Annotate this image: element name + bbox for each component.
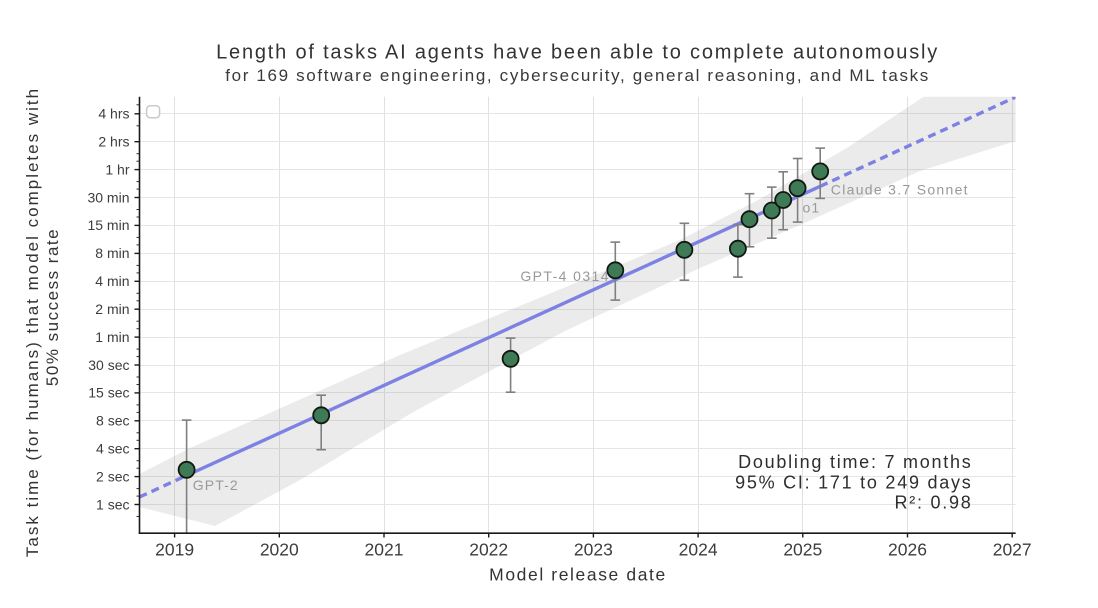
svg-text:2 sec: 2 sec: [96, 468, 129, 484]
svg-text:95% CI: 171 to 249 days: 95% CI: 171 to 249 days: [735, 472, 972, 492]
svg-text:2027: 2027: [993, 540, 1032, 560]
svg-text:2025: 2025: [783, 540, 822, 560]
svg-text:15 min: 15 min: [87, 217, 129, 233]
svg-text:Model release date: Model release date: [489, 565, 667, 585]
svg-text:4 hrs: 4 hrs: [98, 106, 129, 122]
svg-text:50% success rate: 50% success rate: [43, 228, 62, 386]
svg-text:4 min: 4 min: [95, 273, 129, 289]
svg-text:30 min: 30 min: [87, 189, 129, 205]
svg-text:30 sec: 30 sec: [88, 357, 129, 373]
svg-text:Claude 3.7 Sonnet: Claude 3.7 Sonnet: [831, 181, 969, 197]
svg-text:GPT-2: GPT-2: [193, 477, 239, 493]
svg-text:1 min: 1 min: [95, 329, 129, 345]
svg-text:2023: 2023: [574, 540, 613, 560]
svg-text:Task time (for humans) that mo: Task time (for humans) that model comple…: [23, 87, 42, 557]
svg-text:o1: o1: [803, 200, 821, 216]
svg-text:15 sec: 15 sec: [88, 385, 129, 401]
svg-text:Length of tasks AI agents have: Length of tasks AI agents have been able…: [216, 41, 939, 63]
svg-text:2 min: 2 min: [95, 301, 129, 317]
svg-text:Doubling time: 7 months: Doubling time: 7 months: [738, 452, 972, 472]
svg-text:2026: 2026: [888, 540, 927, 560]
svg-text:R²: 0.98: R²: 0.98: [894, 493, 972, 513]
svg-text:4 sec: 4 sec: [96, 441, 129, 457]
svg-text:2024: 2024: [679, 540, 718, 560]
svg-text:2020: 2020: [260, 540, 299, 560]
svg-text:2022: 2022: [469, 540, 508, 560]
svg-text:2019: 2019: [155, 540, 194, 560]
svg-text:1 hr: 1 hr: [105, 161, 129, 177]
svg-text:2 hrs: 2 hrs: [98, 134, 129, 150]
svg-text:GPT-4 0314: GPT-4 0314: [520, 268, 610, 284]
svg-text:for 169 software engineering,: for 169 software engineering, cybersecur…: [225, 66, 930, 85]
svg-text:8 min: 8 min: [95, 245, 129, 261]
svg-text:2021: 2021: [365, 540, 404, 560]
svg-text:1 sec: 1 sec: [96, 496, 129, 512]
svg-text:8 sec: 8 sec: [96, 413, 129, 429]
